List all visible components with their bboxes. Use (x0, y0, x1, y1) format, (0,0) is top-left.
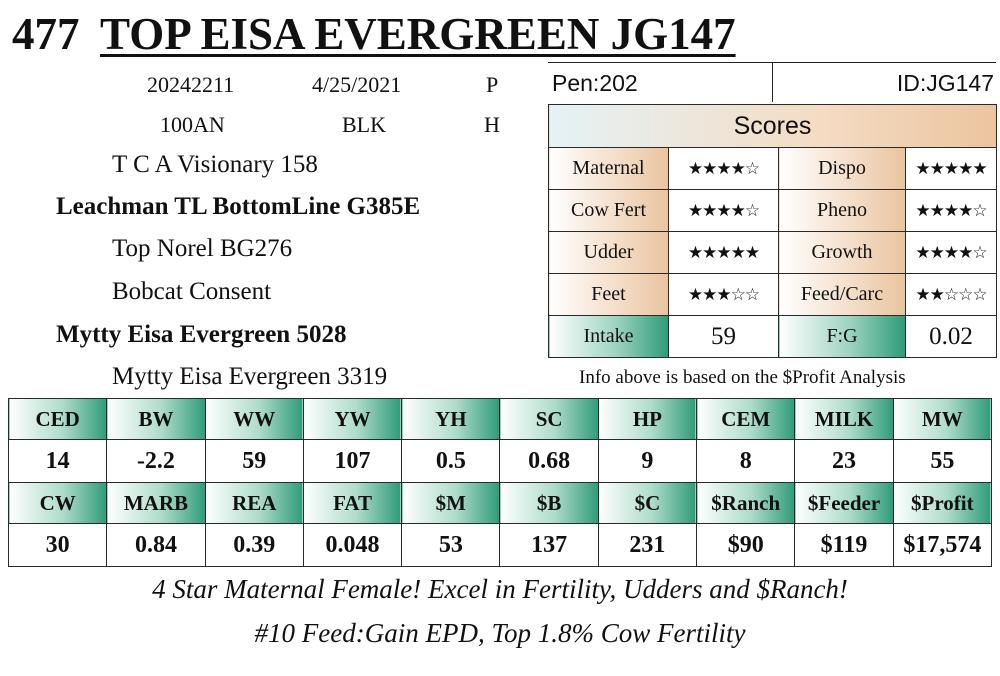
animal-name: TOP EISA EVERGREEN JG147 (100, 9, 736, 59)
comment-line-2: #10 Feed:Gain EPD, Top 1.8% Cow Fertilit… (254, 618, 746, 648)
score-label-cow-fert: Cow Fert (548, 189, 669, 232)
epd-value-profit: $17,574 (892, 523, 993, 567)
epd-header-marb: MARB (106, 482, 206, 524)
epd-header-m: $M (401, 482, 501, 524)
epd-header-profit: $Profit (892, 482, 993, 524)
epd-value-yh: 0.5 (401, 439, 501, 483)
epd-value-feeder: $119 (794, 523, 894, 567)
birth-date: 4/25/2021 (312, 72, 402, 97)
stars-dispo: ★★★★★ (905, 147, 997, 190)
fg-label: F:G (778, 315, 906, 358)
epd-value-sc: 0.68 (499, 439, 599, 483)
epd-header-mw: MW (892, 398, 993, 440)
score-label-pheno: Pheno (778, 189, 906, 232)
epd-value-bw: -2.2 (106, 439, 206, 483)
epd-header-sc: SC (499, 398, 599, 440)
epd-header-cem: CEM (696, 398, 796, 440)
sex-code: P (486, 72, 499, 97)
score-label-feet: Feet (548, 273, 669, 316)
epd-header-yw: YW (302, 398, 403, 440)
epd-value-m: 53 (401, 523, 501, 567)
epd-header-cw: CW (7, 482, 108, 524)
pedigree-sire: Leachman TL BottomLine G385E (56, 193, 421, 220)
epd-header-hp: HP (597, 398, 698, 440)
epd-value-ranch: $90 (696, 523, 796, 567)
animal-id: ID:JG147 (896, 70, 994, 96)
epd-header-bw: BW (106, 398, 206, 440)
pedigree-dam-sire: Bobcat Consent (112, 278, 272, 305)
epd-value-mw: 55 (892, 439, 993, 483)
intake-label: Intake (548, 315, 669, 358)
pen-number: Pen:202 (552, 70, 638, 96)
epd-header-feeder: $Feeder (794, 482, 894, 524)
fg-value: 0.02 (905, 315, 997, 358)
pedigree-sire-sire: T C A Visionary 158 (112, 151, 318, 178)
epd-value-cw: 30 (7, 523, 108, 567)
epd-value-c: 231 (597, 523, 698, 567)
scores-table: Scores Maternal ★★★★☆ Dispo ★★★★★ Cow Fe… (548, 104, 997, 358)
comment-line-1: 4 Star Maternal Female! Excel in Fertili… (152, 574, 848, 604)
epd-header-rea: REA (204, 482, 304, 524)
score-label-maternal: Maternal (548, 147, 669, 190)
tattoo: 100AN (160, 112, 225, 137)
stars-cow-fert: ★★★★☆ (668, 189, 779, 232)
epd-value-cem: 8 (696, 439, 796, 483)
registration-number: 20242211 (147, 72, 235, 97)
stars-feed-carc: ★★☆☆☆ (905, 273, 997, 316)
epd-header-milk: MILK (794, 398, 894, 440)
epd-header-ww: WW (204, 398, 304, 440)
score-label-growth: Growth (778, 231, 906, 274)
lot-header: 477 TOP EISA EVERGREEN JG147 (12, 6, 736, 62)
epd-value-yw: 107 (302, 439, 403, 483)
epd-value-ww: 59 (204, 439, 304, 483)
epd-value-marb: 0.84 (106, 523, 206, 567)
epd-value-ced: 14 (7, 439, 108, 483)
stars-pheno: ★★★★☆ (905, 189, 997, 232)
epd-header-ced: CED (7, 398, 108, 440)
epd-value-b: 137 (499, 523, 599, 567)
intake-value: 59 (668, 315, 779, 358)
score-label-udder: Udder (548, 231, 669, 274)
pedigree-dam: Mytty Eisa Evergreen 5028 (56, 321, 347, 348)
epd-header-b: $B (499, 482, 599, 524)
epd-value-fat: 0.048 (302, 523, 403, 567)
stars-feet: ★★★☆☆ (668, 273, 779, 316)
epd-header-c: $C (597, 482, 698, 524)
pedigree-dam-dam: Mytty Eisa Evergreen 3319 (112, 363, 388, 390)
epd-table: CED BW WW YW YH SC HP CEM MILK MW 14 -2.… (7, 398, 993, 567)
pedigree-sire-dam: Top Norel BG276 (112, 235, 293, 262)
epd-header-yh: YH (401, 398, 501, 440)
stars-maternal: ★★★★☆ (668, 147, 779, 190)
score-label-feed-carc: Feed/Carc (778, 273, 906, 316)
epd-header-fat: FAT (302, 482, 403, 524)
lot-number: 477 (12, 9, 80, 59)
epd-value-hp: 9 (597, 439, 698, 483)
scores-title: Scores (548, 104, 997, 148)
pen-id-divider (772, 62, 773, 102)
stars-udder: ★★★★★ (668, 231, 779, 274)
score-label-dispo: Dispo (778, 147, 906, 190)
epd-value-rea: 0.39 (204, 523, 304, 567)
color: BLK (342, 112, 386, 137)
epd-value-milk: 23 (794, 439, 894, 483)
epd-header-ranch: $Ranch (696, 482, 796, 524)
status: H (484, 112, 500, 137)
stars-growth: ★★★★☆ (905, 231, 997, 274)
profit-analysis-note: Info above is based on the $Profit Analy… (579, 367, 906, 388)
